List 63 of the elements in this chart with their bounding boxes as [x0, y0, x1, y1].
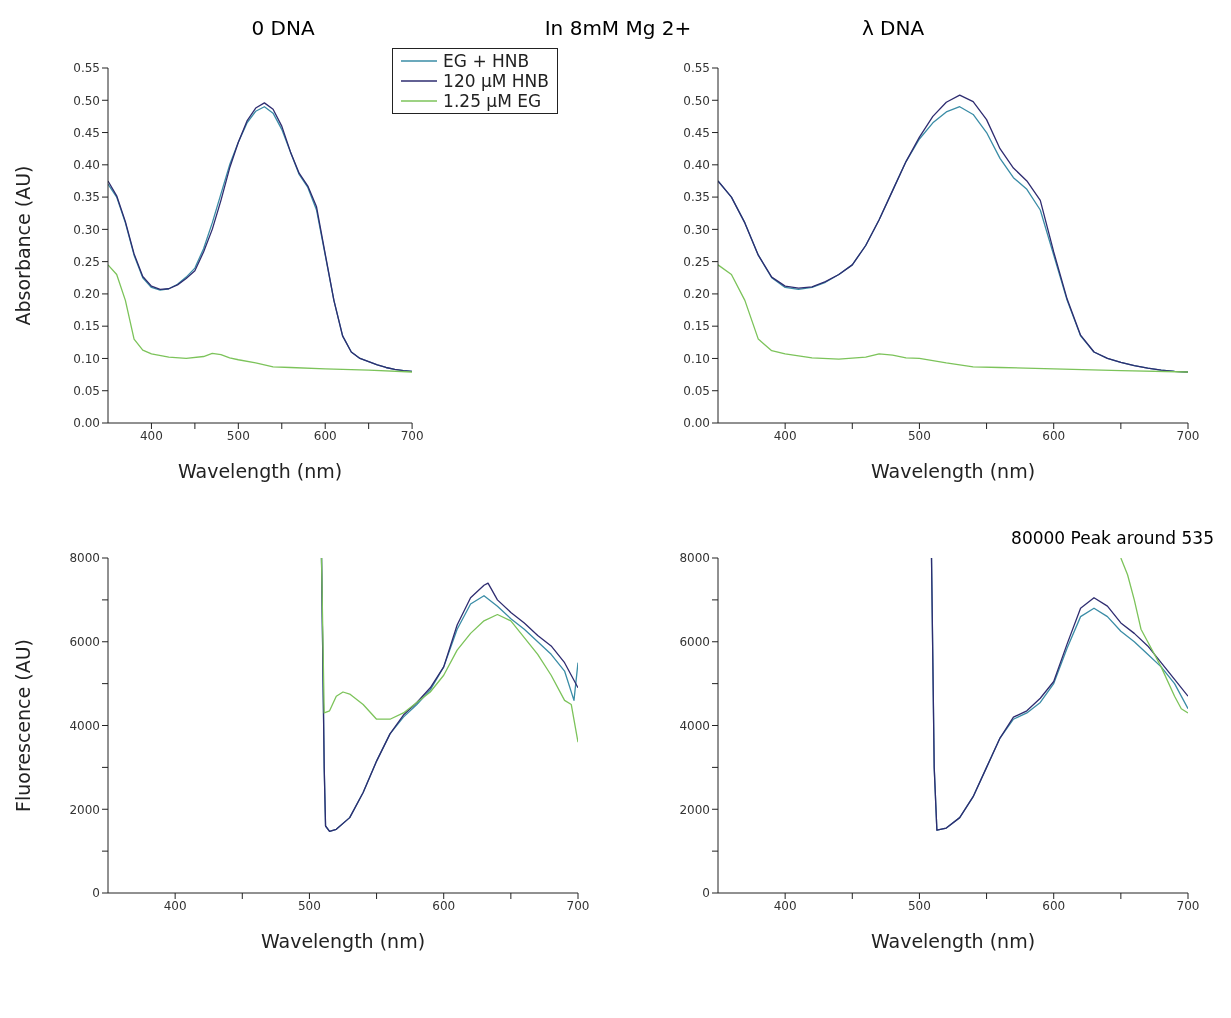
y-axis-title: Fluorescence (AU)	[11, 639, 34, 812]
x-tick-label: 600	[432, 898, 456, 913]
x-axis-title: Wavelength (nm)	[870, 930, 1036, 952]
legend-label: 120 µM HNB	[443, 71, 549, 91]
x-tick-label: 500	[226, 428, 250, 443]
x-tick-label: 400	[139, 428, 163, 443]
x-axis-title: Wavelength (nm)	[177, 460, 343, 482]
y-tick-label: 0.30	[73, 222, 100, 237]
y-tick-label: 2000	[69, 802, 100, 817]
x-tick-label: 600	[313, 428, 337, 443]
x-tick-label: 700	[1176, 898, 1200, 913]
y-tick-label: 0.15	[683, 319, 710, 334]
legend-label: 1.25 µM EG	[443, 91, 542, 111]
x-tick-label: 400	[163, 898, 187, 913]
y-tick-label: 0.10	[73, 351, 100, 366]
x-tick-label: 500	[907, 428, 931, 443]
y-tick-label: 0.25	[683, 254, 710, 269]
y-tick-label: 0.15	[73, 319, 100, 334]
y-tick-label: 0.30	[683, 222, 710, 237]
y-tick-label: 2000	[679, 802, 710, 817]
y-tick-label: 0.45	[73, 125, 100, 140]
chart-title: λ DNA	[861, 16, 925, 40]
y-tick-label: 6000	[69, 635, 100, 650]
text: In 8mM Mg 2+	[543, 15, 693, 42]
x-axis-title: Wavelength (nm)	[260, 930, 426, 952]
y-tick-label: 0.05	[683, 383, 710, 398]
y-tick-label: 6000	[679, 635, 710, 650]
y-axis-title: Absorbance (AU)	[11, 165, 34, 326]
y-tick-label: 0.35	[73, 190, 100, 205]
y-tick-label: 8000	[679, 551, 710, 566]
y-tick-label: 0.05	[73, 383, 100, 398]
text: 80000 Peak around 535	[1011, 528, 1214, 548]
legend-label: EG + HNB	[443, 51, 530, 71]
y-tick-label: 0.00	[73, 416, 100, 431]
y-tick-label: 0.25	[73, 254, 100, 269]
chart-title: 0 DNA	[251, 16, 315, 40]
x-axis-title: Wavelength (nm)	[870, 460, 1036, 482]
x-tick-label: 500	[907, 898, 931, 913]
y-tick-label: 0.35	[683, 190, 710, 205]
y-tick-label: 0.50	[683, 93, 710, 108]
x-tick-label: 700	[400, 428, 424, 443]
y-tick-label: 0	[702, 886, 710, 901]
x-tick-label: 600	[1042, 428, 1066, 443]
y-tick-label: 0.45	[683, 125, 710, 140]
y-tick-label: 0.55	[683, 61, 710, 76]
y-tick-label: 4000	[679, 718, 710, 733]
x-tick-label: 500	[297, 898, 321, 913]
x-tick-label: 700	[1176, 428, 1200, 443]
x-tick-label: 600	[1042, 898, 1066, 913]
y-tick-label: 0	[92, 886, 100, 901]
y-tick-label: 0.20	[683, 287, 710, 302]
y-tick-label: 0.10	[683, 351, 710, 366]
y-tick-label: 0.20	[73, 287, 100, 302]
y-tick-label: 0.55	[73, 61, 100, 76]
y-tick-label: 0.50	[73, 93, 100, 108]
x-tick-label: 400	[773, 898, 797, 913]
y-tick-label: 0.40	[73, 158, 100, 173]
y-tick-label: 8000	[69, 551, 100, 566]
y-tick-label: 0.00	[683, 416, 710, 431]
y-tick-label: 4000	[69, 718, 100, 733]
x-tick-label: 400	[773, 428, 797, 443]
x-tick-label: 700	[566, 898, 590, 913]
y-tick-label: 0.40	[683, 158, 710, 173]
